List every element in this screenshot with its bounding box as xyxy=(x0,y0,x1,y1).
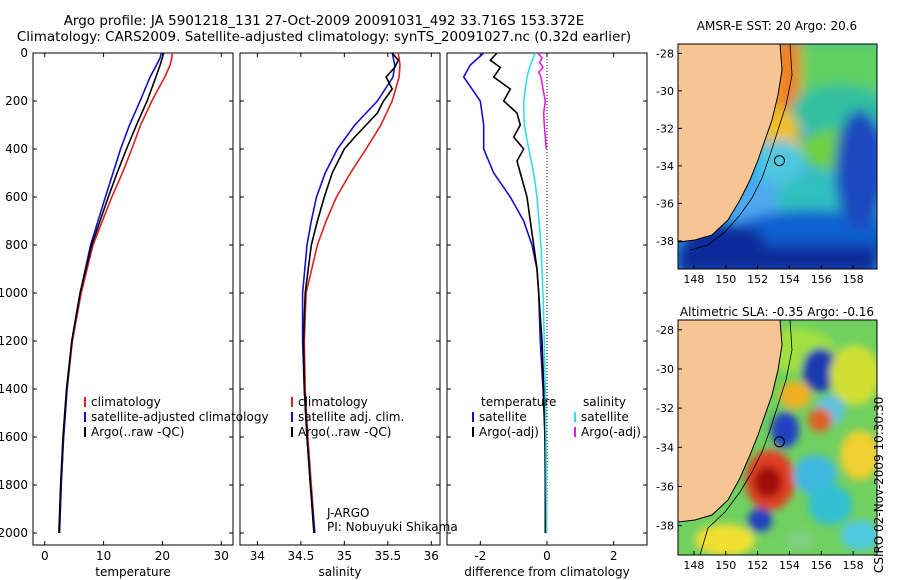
figure-title-line2: Climatology: CARS2009. Satellite-adjuste… xyxy=(16,29,632,45)
sla_map-lon-label: 154 xyxy=(779,559,800,572)
sst_map-lon-label: 154 xyxy=(779,273,800,286)
sla-map: Altimetric SLA: -0.35 Argo: -0.16 148 150… xyxy=(656,305,878,572)
sst_map-lon-label: 148 xyxy=(683,273,704,286)
depth-tick-label: 200 xyxy=(5,94,28,108)
temperature-series-argo xyxy=(58,52,165,534)
sla_map-lon-label: 150 xyxy=(715,559,736,572)
salinity-series-clim xyxy=(303,52,401,534)
salinity-xtick-label: 35.5 xyxy=(374,549,401,563)
sla_map-lon-label: 152 xyxy=(747,559,768,572)
temperature-series-clim xyxy=(58,52,174,534)
sla_map-lat-label: -36 xyxy=(656,480,674,493)
temperature-legend-label: Argo(..raw -QC) xyxy=(91,425,184,439)
depth-tick-label: 1200 xyxy=(0,334,28,348)
temperature-legend-label: satellite xyxy=(479,410,527,424)
difference-series-argo xyxy=(489,52,547,533)
sla_map-lat-label: -32 xyxy=(656,402,674,415)
depth-tick-label: 1400 xyxy=(0,382,28,396)
sla-axis-ticks: 148 150 152 154 156 158 -28 -30 -32 -34 -36 -38 xyxy=(656,324,864,572)
temperature-xtick-label: 20 xyxy=(155,549,170,563)
temperature-axes-box xyxy=(32,52,234,546)
salinity-xtick-label: 34.5 xyxy=(288,549,315,563)
temperature-series-sat xyxy=(58,52,162,534)
salinity-axes-box xyxy=(239,52,441,546)
temperature-xtick-label: 0 xyxy=(41,549,49,563)
sst_map-lon-label: 156 xyxy=(811,273,832,286)
difference-xtick-label: -2 xyxy=(474,549,486,563)
sst_map-lat-label: -36 xyxy=(656,197,674,210)
salinity-xlabel: salinity xyxy=(318,565,361,579)
sla_map-lon-label: 158 xyxy=(843,559,864,572)
temperature-xtick-label: 10 xyxy=(96,549,111,563)
panel-difference: -2 0 2 difference from climatology temperatu… xyxy=(446,52,648,579)
salinity-xtick-label: 35 xyxy=(337,549,352,563)
timestamp-stamp: CSIRO 02-Nov-2009 10:30:30 xyxy=(872,396,886,573)
sst_map-lat-label: -32 xyxy=(656,122,674,135)
depth-tick-label: 1600 xyxy=(0,430,28,444)
depth-tick-label: 400 xyxy=(5,142,28,156)
sst-map-title: AMSR-E SST: 20 Argo: 20.6 xyxy=(697,19,857,33)
depth-tick-label: 800 xyxy=(5,238,28,252)
sla_map-lat-label: -30 xyxy=(656,363,674,376)
sst_map-lat-label: -30 xyxy=(656,85,674,98)
sst-field xyxy=(678,44,877,269)
sla_map-lat-label: -28 xyxy=(656,324,674,337)
temperature-legend-label: satellite-adjusted climatology xyxy=(91,410,269,424)
panel-temperature: 0 10 20 30 0 200 400 600 800 1000 1200 1400 1600 1800… xyxy=(0,46,269,579)
salinity-legend-label: satellite xyxy=(581,410,629,424)
sla-map-title: Altimetric SLA: -0.35 Argo: -0.16 xyxy=(680,305,874,319)
temperature-legend-label: climatology xyxy=(91,395,161,409)
salinity-legend-label: satellite adj. clim. xyxy=(298,410,404,424)
depth-tick-label: 1800 xyxy=(0,478,28,492)
depth-tick-label: 2000 xyxy=(0,526,28,540)
salinity-legend-label: climatology xyxy=(298,395,368,409)
figure-title-line1: Argo profile: JA 5901218_131 27-Oct-2009… xyxy=(63,13,585,29)
difference-series-sat xyxy=(462,52,548,534)
salinity-xtick-label: 34 xyxy=(250,549,265,563)
sst-land xyxy=(678,44,782,242)
sla_map-lon-label: 148 xyxy=(683,559,704,572)
panel-salinity: 34 34.5 35 35.5 36 salinity climatologysatelli… xyxy=(239,52,458,579)
difference-xlabel: difference from climatology xyxy=(464,565,630,579)
platform-label: J-ARGO xyxy=(326,506,369,520)
temperature-legend-label: Argo(-adj) xyxy=(479,425,539,439)
temperature-xlabel: temperature xyxy=(95,565,170,579)
difference-xtick-label: 0 xyxy=(543,549,551,563)
sst_map-lon-label: 152 xyxy=(747,273,768,286)
depth-tick-label: 600 xyxy=(5,190,28,204)
depth-tick-label: 0 xyxy=(20,46,28,60)
salinity-legend-label: Argo(..raw -QC) xyxy=(298,425,391,439)
salinity-series-argo xyxy=(302,52,400,534)
sst_map-lat-label: -34 xyxy=(656,160,674,173)
sla_map-lon-label: 156 xyxy=(811,559,832,572)
salinity-legend-label: salinity xyxy=(583,395,626,409)
sst_map-lat-label: -38 xyxy=(656,235,674,248)
sst-map: AMSR-E SST: 20 Argo: 20.6 148 150 152 154 15… xyxy=(656,19,878,286)
sst-axis-ticks: 148 150 152 154 156 158 -28 -30 -32 -34 -36 -38 xyxy=(656,47,864,286)
sst_map-lat-label: -28 xyxy=(656,47,674,60)
sst-argo-marker xyxy=(773,155,785,167)
difference-series-argo_sal xyxy=(537,52,548,150)
salinity-xtick-label: 36 xyxy=(424,549,439,563)
difference-series-sat_sal xyxy=(522,52,548,534)
salinity-legend-label: Argo(-adj) xyxy=(581,425,641,439)
sst_map-lon-label: 150 xyxy=(715,273,736,286)
sla_map-lat-label: -34 xyxy=(656,441,674,454)
pi-label: PI: Nobuyuki Shikama xyxy=(327,520,458,534)
sla-field xyxy=(678,320,877,555)
temperature-legend-label: temperature xyxy=(481,395,556,409)
sla-argo-marker xyxy=(773,436,785,448)
difference-xtick-label: 2 xyxy=(610,549,618,563)
profile-panels: 0 10 20 30020040060080010001200140016001800… xyxy=(0,46,648,579)
temperature-xtick-label: 30 xyxy=(214,549,229,563)
sla_map-lat-label: -38 xyxy=(656,520,674,533)
sst_map-lon-label: 158 xyxy=(843,273,864,286)
depth-tick-label: 1000 xyxy=(0,286,28,300)
sla-land xyxy=(678,320,782,522)
